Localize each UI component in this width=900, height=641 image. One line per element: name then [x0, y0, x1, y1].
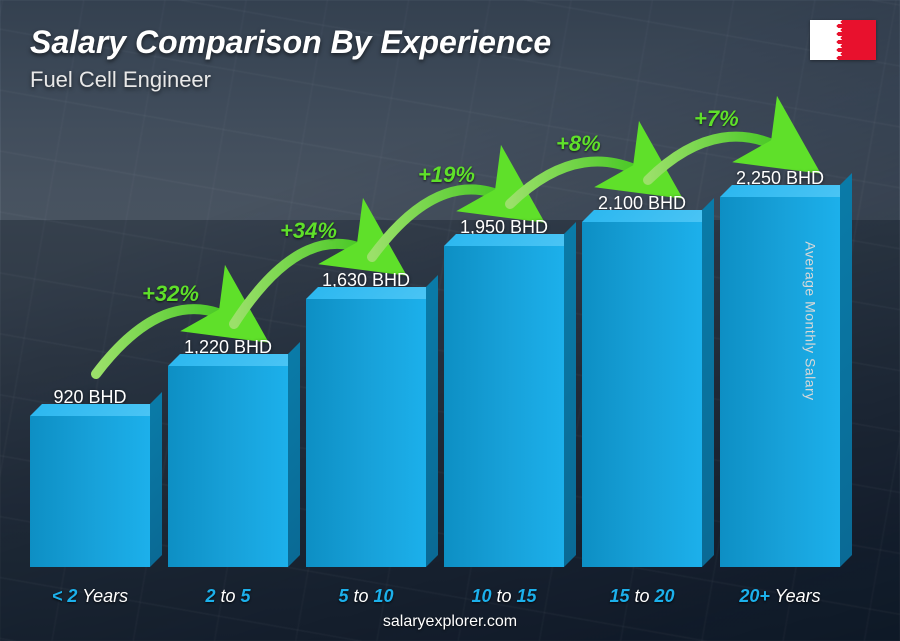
bar-4: 2,100 BHD [582, 150, 702, 567]
chart-subtitle: Fuel Cell Engineer [30, 67, 870, 93]
x-label: 5 to 10 [306, 586, 426, 607]
bar-rect [582, 222, 702, 567]
bar-3: 1,950 BHD [444, 150, 564, 567]
bars-row: 920 BHD1,220 BHD1,630 BHD1,950 BHD2,100 … [30, 150, 840, 567]
chart-title: Salary Comparison By Experience [30, 24, 870, 61]
growth-arc-label: +7% [694, 106, 739, 132]
growth-arc-label: +32% [142, 281, 199, 307]
x-label: 10 to 15 [444, 586, 564, 607]
bar-rect [168, 366, 288, 567]
footer-source: salaryexplorer.com [0, 613, 900, 631]
y-axis-label: Average Monthly Salary [802, 241, 818, 400]
x-label: 2 to 5 [168, 586, 288, 607]
flag-bahrain [810, 20, 876, 60]
growth-arc-label: +19% [418, 162, 475, 188]
x-label: < 2 Years [30, 586, 150, 607]
bar-rect [306, 299, 426, 567]
x-label: 20+ Years [720, 586, 840, 607]
bar-0: 920 BHD [30, 150, 150, 567]
bar-2: 1,630 BHD [306, 150, 426, 567]
x-label: 15 to 20 [582, 586, 702, 607]
x-axis-labels: < 2 Years 2 to 5 5 to 10 10 to 15 15 to 20 20… [30, 586, 840, 607]
chart-container: Salary Comparison By Experience Fuel Cel… [0, 0, 900, 641]
growth-arc-label: +8% [556, 131, 601, 157]
chart-plot-area: 920 BHD1,220 BHD1,630 BHD1,950 BHD2,100 … [30, 150, 840, 567]
bar-rect [720, 197, 840, 567]
bar-rect [444, 246, 564, 567]
bar-5: 2,250 BHD [720, 150, 840, 567]
bar-rect [30, 416, 150, 567]
bar-1: 1,220 BHD [168, 150, 288, 567]
growth-arc-label: +34% [280, 218, 337, 244]
